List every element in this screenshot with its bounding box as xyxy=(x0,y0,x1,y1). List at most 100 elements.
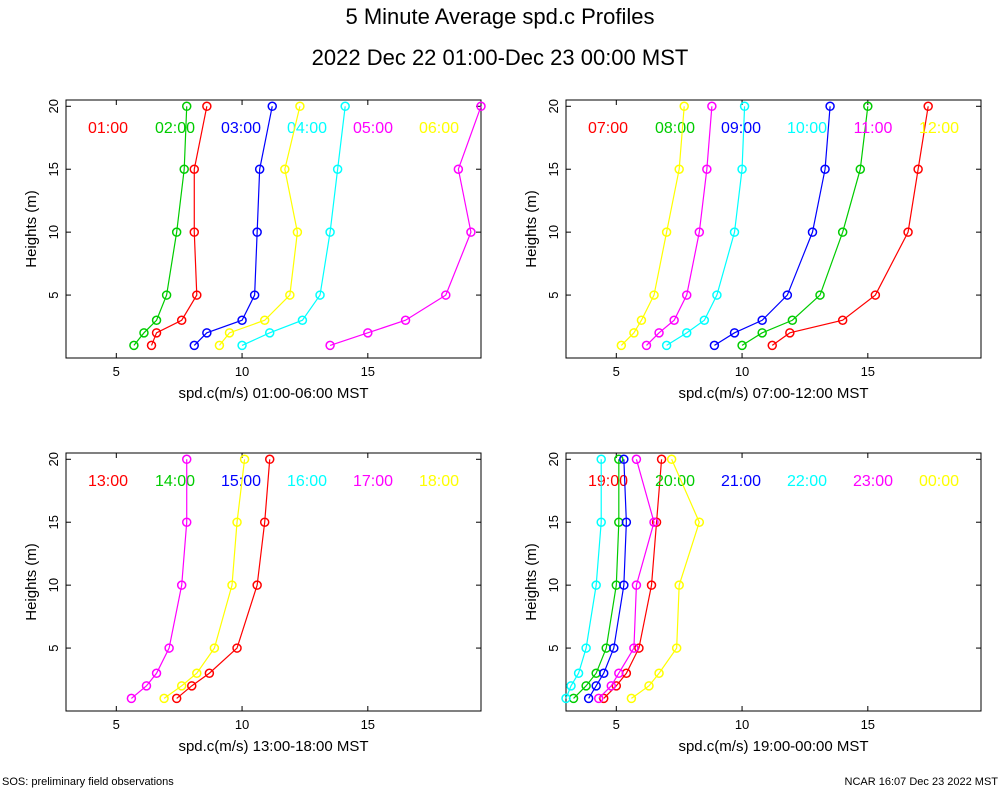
data-point xyxy=(694,517,705,527)
data-point xyxy=(661,340,672,351)
x-tick-label: 15 xyxy=(861,717,875,732)
series-1700 xyxy=(126,454,192,704)
x-tick-label: 10 xyxy=(735,364,749,379)
data-point xyxy=(787,315,798,325)
legend-entry: 19:00 xyxy=(588,473,628,490)
data-point xyxy=(297,315,308,325)
y-tick-label: 15 xyxy=(546,162,561,176)
plot-frame xyxy=(565,452,982,712)
data-point xyxy=(325,340,335,351)
series-line xyxy=(131,459,188,699)
x-axis-label: spd.c(m/s) 01:00-06:00 MST xyxy=(178,385,368,402)
data-point xyxy=(209,643,220,653)
data-point xyxy=(593,693,604,704)
data-point xyxy=(214,340,225,351)
data-point xyxy=(634,643,644,653)
data-point xyxy=(581,681,591,691)
series-line xyxy=(598,459,655,699)
data-point xyxy=(176,681,187,691)
data-point xyxy=(189,340,200,351)
data-point xyxy=(315,290,325,300)
legend-entry: 05:00 xyxy=(353,120,393,137)
series-1200 xyxy=(616,101,689,351)
data-point xyxy=(237,340,247,351)
legend-entry: 00:00 xyxy=(919,473,959,490)
series-line xyxy=(646,106,713,346)
data-point xyxy=(606,681,617,691)
data-point xyxy=(264,328,275,338)
panel-3: 5 10 15 5 10 15 20 spd.c(m/s) 13:00-18:00 MST He… xyxy=(23,452,482,755)
panel-1: 5 10 15 5 10 15 20 spd.c(m/s) 01:00-06:00 MST He… xyxy=(23,99,486,402)
data-point xyxy=(566,681,576,691)
series-1800 xyxy=(159,454,250,704)
data-point xyxy=(757,328,767,338)
data-point xyxy=(232,517,242,527)
data-point xyxy=(621,517,632,527)
data-point xyxy=(126,693,137,704)
data-point xyxy=(151,328,162,338)
data-point xyxy=(646,580,657,590)
data-point xyxy=(807,227,818,237)
footer-timestamp: NCAR 16:07 Dec 23 2022 MST xyxy=(844,776,998,788)
data-point xyxy=(340,101,350,112)
data-point xyxy=(176,580,187,590)
plot-frame xyxy=(565,99,982,359)
chart-subtitle: 2022 Dec 22 01:00-Dec 23 00:00 MST xyxy=(311,45,689,70)
data-point xyxy=(239,454,250,465)
data-point xyxy=(629,643,639,653)
data-point xyxy=(681,290,692,300)
series-line xyxy=(163,459,246,699)
y-tick-label: 20 xyxy=(546,452,561,466)
data-point xyxy=(626,693,637,704)
series-1100 xyxy=(641,101,717,351)
legend-entry: 04:00 xyxy=(287,120,327,137)
data-point xyxy=(280,164,290,174)
data-point xyxy=(146,340,157,351)
y-tick-label: 20 xyxy=(46,452,61,466)
series-line xyxy=(603,459,663,699)
data-point xyxy=(757,315,767,325)
data-point xyxy=(249,290,260,300)
data-point xyxy=(903,227,913,237)
series-0600 xyxy=(214,101,305,351)
series-0000 xyxy=(626,454,705,704)
data-point xyxy=(729,328,740,338)
data-point xyxy=(644,681,654,691)
x-axis-label: spd.c(m/s) 13:00-18:00 MST xyxy=(178,738,368,755)
chart-title: 5 Minute Average spd.c Profiles xyxy=(345,4,655,29)
y-tick-label: 10 xyxy=(46,578,61,592)
data-point xyxy=(332,164,343,174)
data-point xyxy=(285,290,295,300)
series-line xyxy=(329,106,482,346)
data-point xyxy=(171,693,182,704)
legend-entry: 17:00 xyxy=(353,473,393,490)
data-point xyxy=(631,580,642,590)
data-point xyxy=(192,668,202,678)
data-point xyxy=(591,580,601,590)
data-point xyxy=(661,227,672,237)
data-point xyxy=(654,328,664,338)
data-point xyxy=(649,290,659,300)
x-tick-label: 5 xyxy=(113,364,120,379)
data-point xyxy=(656,454,667,465)
data-point xyxy=(671,643,682,653)
series-0400 xyxy=(237,101,350,351)
data-point xyxy=(295,101,305,112)
data-point xyxy=(712,290,722,300)
series-line xyxy=(714,106,831,346)
data-point xyxy=(363,328,373,338)
data-point xyxy=(820,164,830,174)
data-point xyxy=(709,340,720,351)
data-point xyxy=(476,101,486,112)
data-point xyxy=(164,643,174,653)
data-point xyxy=(641,340,652,351)
data-point xyxy=(192,290,202,300)
data-point xyxy=(614,454,624,465)
y-tick-label: 20 xyxy=(546,99,561,113)
series-line xyxy=(573,459,620,699)
data-point xyxy=(825,101,835,112)
data-point xyxy=(694,227,705,237)
data-point xyxy=(923,101,933,112)
y-axis-label: Heights (m) xyxy=(523,543,540,621)
data-point xyxy=(654,668,664,678)
